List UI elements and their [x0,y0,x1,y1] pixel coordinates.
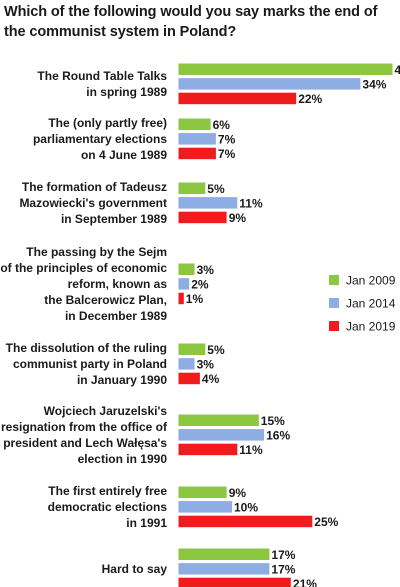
category-label: communist party in Poland [13,357,167,371]
category-label: president and Lech Wałęsa's [3,436,167,450]
category-label: reform, known as [68,277,168,291]
bar [178,548,270,560]
category-label: election in 1990 [78,452,168,466]
bar [178,372,200,385]
value-label: 21% [293,577,317,587]
value-label: 7% [218,147,236,161]
value-label: 11% [239,443,263,457]
category-label: democratic elections [48,500,168,514]
category-label: in December 1989 [65,309,167,323]
value-label: 15% [261,414,285,428]
bar [178,197,238,209]
value-label: 9% [229,211,247,225]
bar [178,211,227,224]
category-label: The (only partly free) [48,116,167,130]
category-label: Hard to say [102,562,168,576]
bar [178,577,291,587]
bar [178,263,195,275]
category-label: in September 1989 [61,212,167,226]
value-label: 2% [191,278,209,292]
value-label: 3% [197,263,215,277]
category-label: resignation from the office of [1,420,168,434]
category-label: The first entirely free [48,484,167,498]
value-label: 4% [202,372,220,386]
bar [178,63,393,75]
legend-label: Jan 2009 [346,274,396,288]
bar [178,118,211,130]
value-label: 5% [207,343,225,357]
bar [178,92,297,105]
bar [178,292,184,305]
bar [178,501,232,513]
category-label: The Round Table Talks [37,69,167,83]
bar [178,486,227,498]
bar [178,182,206,194]
category-label: Wojciech Jaruzelski's [44,404,168,418]
legend-swatch [329,298,339,308]
value-label: 10% [234,501,258,515]
bar [178,358,195,370]
legend-label: Jan 2019 [346,320,396,334]
category-label: The formation of Tadeusz [22,180,167,194]
category-label: Mazowiecki's government [19,196,167,210]
value-label: 9% [229,486,247,500]
category-label: in January 1990 [77,373,167,387]
category-label: parliamentary elections [33,132,167,146]
category-label: of the principles of economic [0,261,167,275]
category-label: in spring 1989 [86,85,167,99]
value-label: 11% [239,197,263,211]
value-label: 1% [186,292,204,306]
category-label: in 1991 [126,516,167,530]
category-label: the Balcerowicz Plan, [44,293,167,307]
category-label: The passing by the Sejm [26,245,167,259]
value-label: 25% [314,515,338,529]
bar [178,429,265,441]
bar [178,278,190,290]
value-label: 17% [271,563,295,577]
category-label: on 4 June 1989 [81,148,167,162]
legend-label: Jan 2014 [346,297,396,311]
value-label: 22% [298,92,322,106]
value-label: 40% [395,63,400,77]
category-label: The dissolution of the ruling [6,341,167,355]
bar [178,343,206,355]
value-label: 17% [271,548,295,562]
bar [178,78,361,90]
bar [178,443,238,456]
chart-title: Which of the following would you say mar… [4,4,378,40]
value-label: 34% [362,78,386,92]
value-label: 16% [266,429,290,443]
value-label: 6% [213,118,231,132]
legend-swatch [329,275,339,285]
bar [178,515,313,528]
bar [178,147,216,160]
value-label: 3% [197,358,215,372]
value-label: 5% [207,182,225,196]
bar [178,414,259,426]
bar [178,133,216,145]
legend-swatch [329,321,339,331]
bar [178,563,270,575]
value-label: 7% [218,133,236,147]
